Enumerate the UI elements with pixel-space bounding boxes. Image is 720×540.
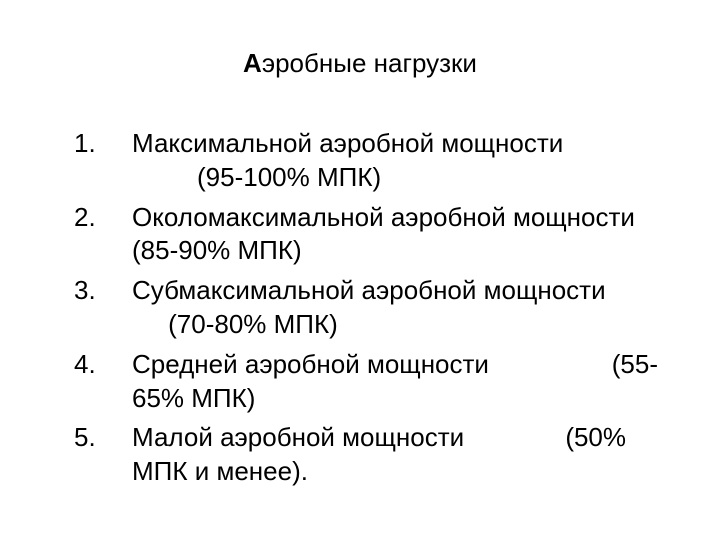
item-text-before: Малой аэробной мощности bbox=[132, 422, 464, 452]
title-bold-part: А bbox=[243, 48, 262, 78]
list-item: Субмаксимальной аэробной мощности (70-80… bbox=[60, 274, 660, 342]
item-text-before: Околомаксимальной аэробной мощности (85-… bbox=[132, 202, 635, 266]
list-item: Средней аэробной мощности (55-65% МПК) bbox=[60, 348, 660, 416]
item-text-before: Средней аэробной мощности bbox=[132, 349, 489, 379]
list-item: Малой аэробной мощности (50% МПК и менее… bbox=[60, 421, 660, 489]
item-text-after: (70-80% МПК) bbox=[168, 309, 338, 339]
item-gap bbox=[464, 422, 565, 452]
numbered-list: Максимальной аэробной мощности (95-100% … bbox=[60, 127, 660, 489]
item-text-before: Максимальной аэробной мощности bbox=[132, 128, 563, 158]
item-text-after: (95-100% МПК) bbox=[197, 162, 381, 192]
title-rest: эробные нагрузки bbox=[262, 48, 477, 78]
item-gap bbox=[132, 309, 168, 339]
item-text-before: Субмаксимальной аэробной мощности bbox=[132, 275, 606, 305]
page-title: Аэробные нагрузки bbox=[60, 48, 660, 79]
item-gap bbox=[489, 349, 612, 379]
list-item: Околомаксимальной аэробной мощности (85-… bbox=[60, 201, 660, 269]
item-gap bbox=[132, 162, 197, 192]
list-item: Максимальной аэробной мощности (95-100% … bbox=[60, 127, 660, 195]
